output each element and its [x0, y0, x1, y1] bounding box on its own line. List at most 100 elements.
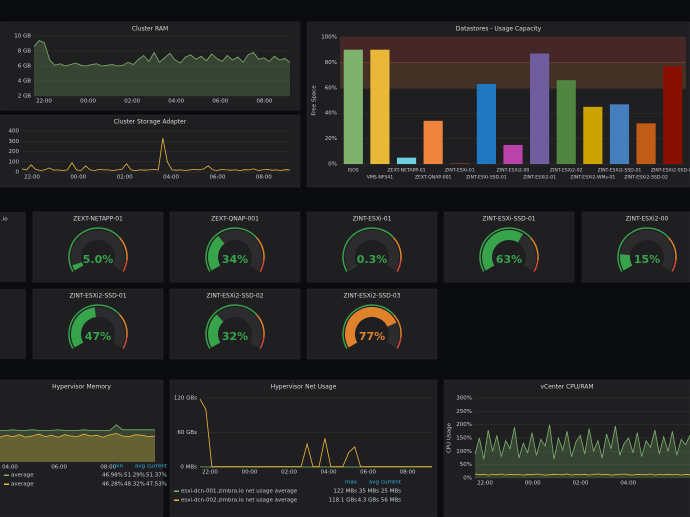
- panel-title: Cluster Storage Adapter: [114, 119, 187, 126]
- panel-title: ZINT-ESXi-01: [353, 216, 392, 223]
- x-tick-label: 22:00: [477, 481, 493, 487]
- x-tick-label: ZINT-ESXi-SSD-01: [466, 175, 507, 181]
- panel-title: ZEXT-NETAPP-01: [73, 216, 123, 223]
- bar: [423, 120, 443, 164]
- legend-value: 25 MBs: [381, 489, 401, 495]
- x-tick-label: 02:00: [124, 99, 140, 105]
- line: [21, 138, 291, 171]
- gauge-value: 5.0%: [83, 253, 114, 266]
- panel: [0, 379, 164, 517]
- y-tick-label: 10 GB: [14, 34, 31, 40]
- y-tick-label: 0 MBs: [180, 465, 197, 471]
- legend-label: esxi-dcn-002.zimbra.io net usage average: [181, 498, 298, 504]
- x-tick-label: 04:00: [321, 470, 337, 476]
- x-tick-label: ZINT-ESXi2-SSD-03: [651, 168, 690, 174]
- legend-header: min: [113, 464, 124, 470]
- panel: [306, 288, 438, 360]
- gauge-ring: [671, 259, 677, 272]
- x-tick-label: 00:00: [70, 175, 86, 181]
- gauge-ring: [259, 259, 265, 272]
- legend-value: 51.37%: [146, 473, 167, 479]
- legend-value: 4.3 GBs: [358, 498, 380, 504]
- gauge-ring: [118, 314, 128, 338]
- area: [34, 40, 290, 96]
- y-tick-label: 150%: [456, 436, 472, 442]
- y-tick-label: 80%: [325, 60, 337, 66]
- x-tick-label: ZEXT-QNAP-001: [415, 175, 452, 181]
- x-tick-label: 04:00: [163, 175, 179, 181]
- legend-header: avg: [369, 480, 379, 486]
- y-axis-label: Free Space: [312, 85, 318, 116]
- legend-swatch: [174, 499, 179, 501]
- gauge-value-arc: [72, 262, 84, 271]
- panel-title: ZINT-ESXi-SSD-01: [482, 216, 535, 223]
- gauge-ring: [68, 304, 121, 349]
- x-tick-label: ZINT-ESXi2-WMs-01: [570, 175, 615, 181]
- gauge-value: 77%: [359, 330, 385, 343]
- gauge-ring: [667, 237, 677, 261]
- x-tick-label: 02:00: [281, 470, 297, 476]
- y-tick-label: 100%: [456, 449, 472, 455]
- x-tick-label: 08:00: [400, 470, 416, 476]
- gauge-ring: [68, 227, 121, 272]
- x-tick-label: ZINT-ESXi2-00: [497, 168, 530, 174]
- panel: [443, 379, 690, 517]
- x-tick-label: 02:00: [573, 481, 589, 487]
- y-tick-label: 2 GB: [18, 94, 32, 100]
- threshold-band: [340, 62, 686, 88]
- clipped-panel: [0, 212, 26, 282]
- y-tick-label: 250%: [456, 409, 472, 415]
- gauge-ring: [529, 237, 539, 261]
- gauge-ring: [118, 237, 128, 261]
- y-tick-label: 400: [9, 129, 20, 135]
- y-tick-label: 100%: [321, 35, 337, 41]
- x-tick-label: ZINT-ESXi2-02: [550, 168, 583, 174]
- x-tick-label: 22:00: [202, 470, 218, 476]
- gauge-value-arc: [208, 314, 224, 348]
- clipped-panel: [0, 289, 26, 359]
- x-tick-label: 08:00: [256, 175, 272, 181]
- panel-title: ZINT-ESXi2-00: [626, 216, 669, 223]
- bar: [396, 157, 417, 164]
- legend-value: 56 MBs: [381, 498, 401, 504]
- gauge-ring: [342, 304, 395, 349]
- x-tick-label: 06:00: [51, 465, 67, 471]
- y-tick-label: 200%: [456, 422, 472, 428]
- legend-value: 51.29%: [124, 473, 145, 479]
- y-tick-label: 100: [9, 159, 20, 165]
- panel: [0, 114, 301, 188]
- legend-value: 46.98%: [102, 473, 123, 479]
- gauge-value: 15%: [634, 253, 660, 266]
- x-tick-label: 06:00: [210, 175, 226, 181]
- panel-title: Cluster RAM: [132, 26, 168, 33]
- bar: [663, 66, 683, 164]
- gauge-track: [71, 230, 125, 271]
- y-tick-label: 60%: [325, 85, 337, 91]
- y-tick-label: 120 GBs: [174, 396, 197, 402]
- bar: [583, 106, 603, 164]
- y-tick-label: 4 GB: [18, 79, 32, 85]
- x-tick-label: 22:00: [36, 99, 52, 105]
- legend-value: 122 MBs: [333, 489, 357, 495]
- x-tick-label: 06:00: [360, 470, 376, 476]
- y-tick-label: 8 GB: [18, 49, 32, 55]
- x-tick-label: 22:00: [24, 175, 40, 181]
- gauge-value: 63%: [496, 253, 522, 266]
- legend-swatch: [4, 474, 9, 476]
- legend-label: average: [11, 482, 34, 488]
- gauge-ring: [255, 237, 265, 261]
- gauge-ring: [396, 259, 402, 272]
- gauge-ring: [255, 314, 265, 338]
- legend-value: 35 MBs: [359, 489, 379, 495]
- y-tick-label: 200: [9, 149, 20, 155]
- gauge-value: 34%: [222, 253, 248, 266]
- x-tick-label: ZEXT-NETAPP-01: [388, 168, 426, 174]
- gauge-ring: [205, 227, 258, 272]
- legend-swatch: [174, 490, 179, 492]
- panel: [32, 288, 164, 360]
- x-tick-label: ZINT-ESXi2-SSD-02: [624, 175, 668, 181]
- x-tick-label: 00:00: [525, 481, 541, 487]
- panel-title: Hypervisor Net Usage: [271, 384, 337, 391]
- x-tick-label: ZINT-ESXi-01: [445, 168, 475, 174]
